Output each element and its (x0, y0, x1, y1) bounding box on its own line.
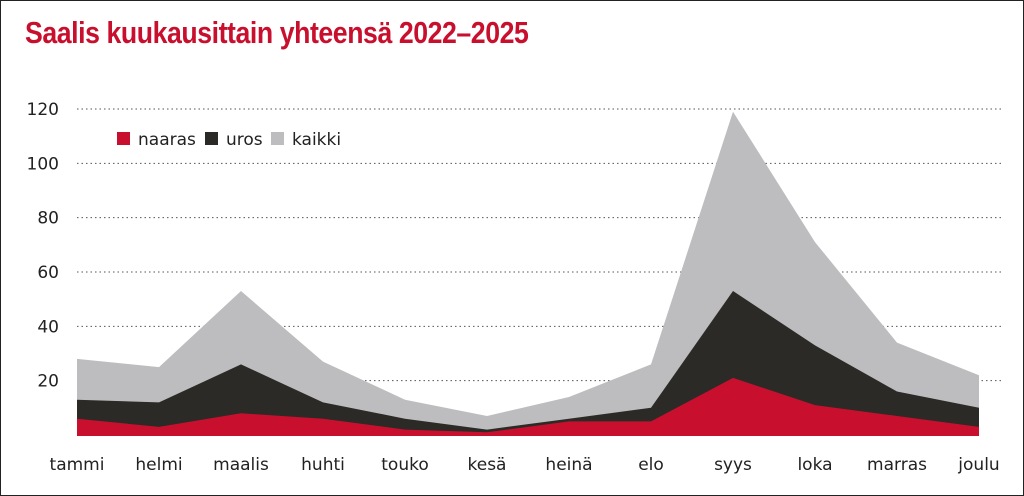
x-tick-label-helmi: helmi (135, 455, 182, 475)
legend-swatch-uros (205, 132, 218, 145)
x-tick-label-syys: syys (714, 455, 752, 475)
legend-label-uros: uros (226, 130, 263, 150)
y-tick-label: 100 (27, 154, 59, 174)
x-tick-label-heinä: heinä (545, 455, 592, 475)
legend-label-naaras: naaras (138, 130, 196, 150)
y-tick-label: 120 (27, 100, 59, 120)
area-naaras (77, 377, 979, 435)
legend: naaras uros kaikki (117, 130, 341, 150)
x-tick-label-loka: loka (797, 455, 832, 475)
x-tick-label-marras: marras (867, 455, 927, 475)
x-tick-label-huhti: huhti (301, 455, 345, 475)
y-tick-label: 20 (37, 372, 59, 392)
y-tick-label: 80 (37, 209, 59, 229)
y-tick-label: 40 (37, 317, 59, 337)
x-axis-ticks: tammi helmi maalis huhti touko kesä heinä elo sy… (50, 455, 1000, 475)
legend-swatch-naaras (117, 132, 130, 145)
y-tick-label: 60 (37, 263, 59, 283)
x-tick-label-tammi: tammi (50, 455, 105, 475)
x-tick-label-joulu: joulu (957, 455, 999, 475)
legend-label-kaikki: kaikki (292, 130, 341, 150)
x-tick-label-touko: touko (381, 455, 428, 475)
area-series (77, 111, 979, 436)
chart-title: Saalis kuukausittain yhteensä 2022–2025 (25, 15, 529, 50)
legend-swatch-kaikki (271, 132, 284, 145)
y-axis-ticks: 20 40 60 80 100 120 (27, 100, 59, 392)
x-tick-label-maalis: maalis (213, 455, 269, 475)
x-tick-label-elo: elo (638, 455, 664, 475)
x-tick-label-kesä: kesä (468, 455, 507, 475)
